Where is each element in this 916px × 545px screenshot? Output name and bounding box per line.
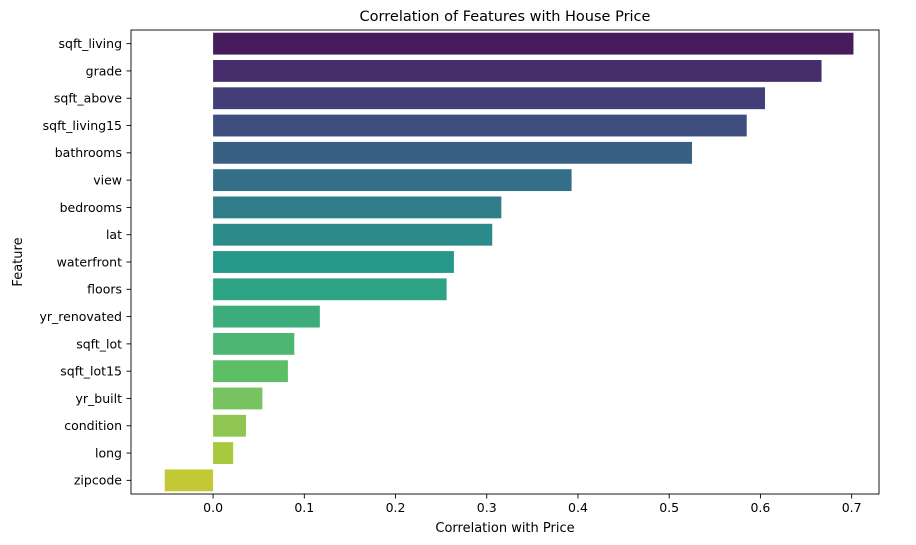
x-tick-label: 0.7 (842, 500, 862, 515)
y-tick-label: floors (87, 282, 122, 297)
bar-yr_built (213, 387, 263, 410)
x-tick-label: 0.3 (477, 500, 497, 515)
plot-frame (130, 29, 880, 495)
x-tick-label: 0.5 (659, 500, 679, 515)
y-tick-label: bedrooms (60, 200, 122, 215)
x-tick-label: 0.0 (203, 500, 223, 515)
y-tick-label: yr_renovated (40, 309, 123, 324)
x-axis-title: Correlation with Price (435, 521, 574, 536)
y-tick-label: long (95, 445, 122, 460)
x-axis-ticks: 0.0 0.1 0.2 0.3 0.4 0.5 0.6 0.7 (203, 494, 862, 515)
y-tick-label: sqft_living15 (43, 118, 122, 133)
bar-bedrooms (213, 196, 502, 219)
y-tick-label: grade (86, 63, 123, 78)
bar-sqft_living15 (213, 114, 747, 137)
y-tick-label: sqft_above (54, 91, 122, 106)
x-tick-label: 0.1 (294, 500, 314, 515)
x-tick-label: 0.4 (568, 500, 588, 515)
y-tick-label: lat (106, 227, 122, 242)
x-tick-label: 0.2 (386, 500, 406, 515)
y-tick-label: waterfront (57, 254, 122, 269)
bar-lat (213, 223, 493, 246)
bar-view (213, 169, 572, 192)
bar-condition (213, 414, 246, 437)
bar-zipcode (164, 469, 214, 492)
chart-title: Correlation of Features with House Price (360, 9, 651, 25)
bar-long (213, 442, 234, 464)
y-tick-label: zipcode (74, 473, 122, 488)
bar-sqft_above (213, 87, 765, 110)
bar-grade (213, 60, 822, 82)
bars-group (164, 32, 854, 492)
y-tick-label: bathrooms (55, 145, 122, 160)
y-tick-label: view (93, 172, 122, 187)
y-tick-label: sqft_living (59, 36, 122, 51)
y-tick-label: yr_built (76, 391, 123, 406)
bar-yr_renovated (213, 305, 320, 328)
bar-floors (213, 278, 447, 301)
y-tick-label: sqft_lot (76, 336, 122, 351)
bar-waterfront (213, 251, 454, 273)
bar-bathrooms (213, 141, 692, 164)
bar-sqft_lot15 (213, 360, 288, 383)
y-tick-label: condition (64, 418, 122, 433)
bar-sqft_living (213, 32, 854, 55)
x-tick-label: 0.6 (750, 500, 770, 515)
bar-sqft_lot (213, 332, 295, 355)
y-axis-title: Feature (11, 237, 26, 286)
y-tick-label: sqft_lot15 (60, 364, 122, 379)
